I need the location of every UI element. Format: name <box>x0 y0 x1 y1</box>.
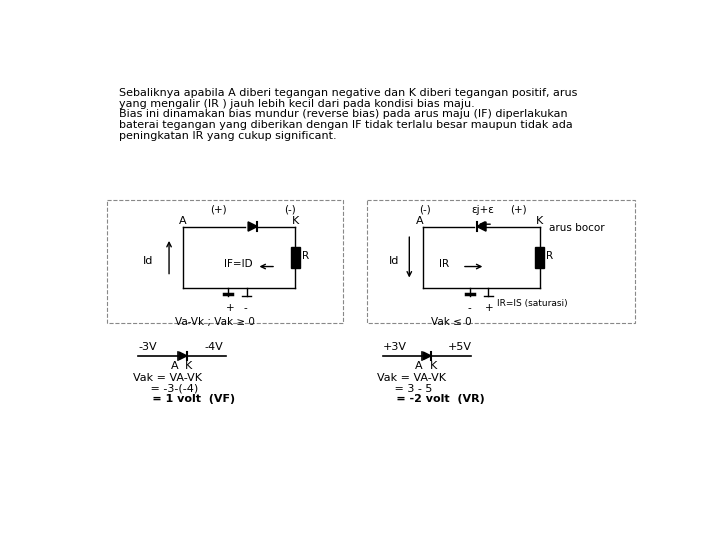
Text: baterai tegangan yang diberikan dengan IF tidak terlalu besar maupun tidak ada: baterai tegangan yang diberikan dengan I… <box>120 120 573 130</box>
Polygon shape <box>477 222 486 231</box>
Text: -3V: -3V <box>138 342 157 352</box>
Text: A: A <box>415 361 423 372</box>
Text: K: K <box>185 361 192 372</box>
Text: Id: Id <box>388 256 399 266</box>
Polygon shape <box>248 222 258 231</box>
Text: = -3-(-4): = -3-(-4) <box>132 383 198 394</box>
Text: Vak ≤ 0: Vak ≤ 0 <box>431 318 472 327</box>
Text: εj+ε: εj+ε <box>472 205 494 215</box>
Text: IR: IR <box>438 259 449 269</box>
Text: Vak = VA-VK: Vak = VA-VK <box>377 373 446 383</box>
Text: R: R <box>302 251 309 261</box>
Text: A: A <box>171 361 179 372</box>
Text: Id: Id <box>143 256 153 266</box>
Text: K: K <box>292 215 299 226</box>
Text: = -2 volt  (VR): = -2 volt (VR) <box>377 394 485 404</box>
Text: -4V: -4V <box>204 342 223 352</box>
Text: Va-Vk ; Vak ≥ 0: Va-Vk ; Vak ≥ 0 <box>175 318 255 327</box>
Text: +: + <box>225 303 234 313</box>
Text: +5V: +5V <box>448 342 472 352</box>
Text: (+): (+) <box>210 205 227 215</box>
Text: (+): (+) <box>510 205 526 215</box>
Text: peningkatan IR yang cukup significant.: peningkatan IR yang cukup significant. <box>120 131 337 141</box>
Text: -: - <box>243 303 247 313</box>
Text: Vak = VA-VK: Vak = VA-VK <box>132 373 202 383</box>
Polygon shape <box>179 352 187 360</box>
Text: IR=IS (saturasi): IR=IS (saturasi) <box>497 299 567 308</box>
Text: = 1 volt  (VF): = 1 volt (VF) <box>132 394 235 404</box>
Text: +3V: +3V <box>383 342 407 352</box>
Text: A: A <box>415 215 423 226</box>
Text: arus bocor: arus bocor <box>549 224 604 233</box>
Text: IF=ID: IF=ID <box>224 259 253 269</box>
Text: (-): (-) <box>284 205 295 215</box>
Bar <box>367 200 635 323</box>
Bar <box>107 200 343 323</box>
Text: R: R <box>546 251 553 261</box>
Text: +: + <box>485 303 494 313</box>
Text: K: K <box>536 215 543 226</box>
Text: A: A <box>179 215 186 226</box>
Polygon shape <box>423 352 431 360</box>
Text: -: - <box>467 303 471 313</box>
Bar <box>291 247 300 268</box>
Text: = 3 - 5: = 3 - 5 <box>377 383 432 394</box>
Text: (-): (-) <box>419 205 431 215</box>
Text: Bias ini dinamakan bias mundur (reverse bias) pada arus maju (IF) diperlakukan: Bias ini dinamakan bias mundur (reverse … <box>120 110 568 119</box>
Text: K: K <box>429 361 437 372</box>
Text: Sebaliknya apabila A diberi tegangan negative dan K diberi tegangan positif, aru: Sebaliknya apabila A diberi tegangan neg… <box>120 88 578 98</box>
Text: yang mengalir (IR ) jauh lebih kecil dari pada kondisi bias maju.: yang mengalir (IR ) jauh lebih kecil dar… <box>120 99 475 109</box>
Bar <box>535 247 544 268</box>
